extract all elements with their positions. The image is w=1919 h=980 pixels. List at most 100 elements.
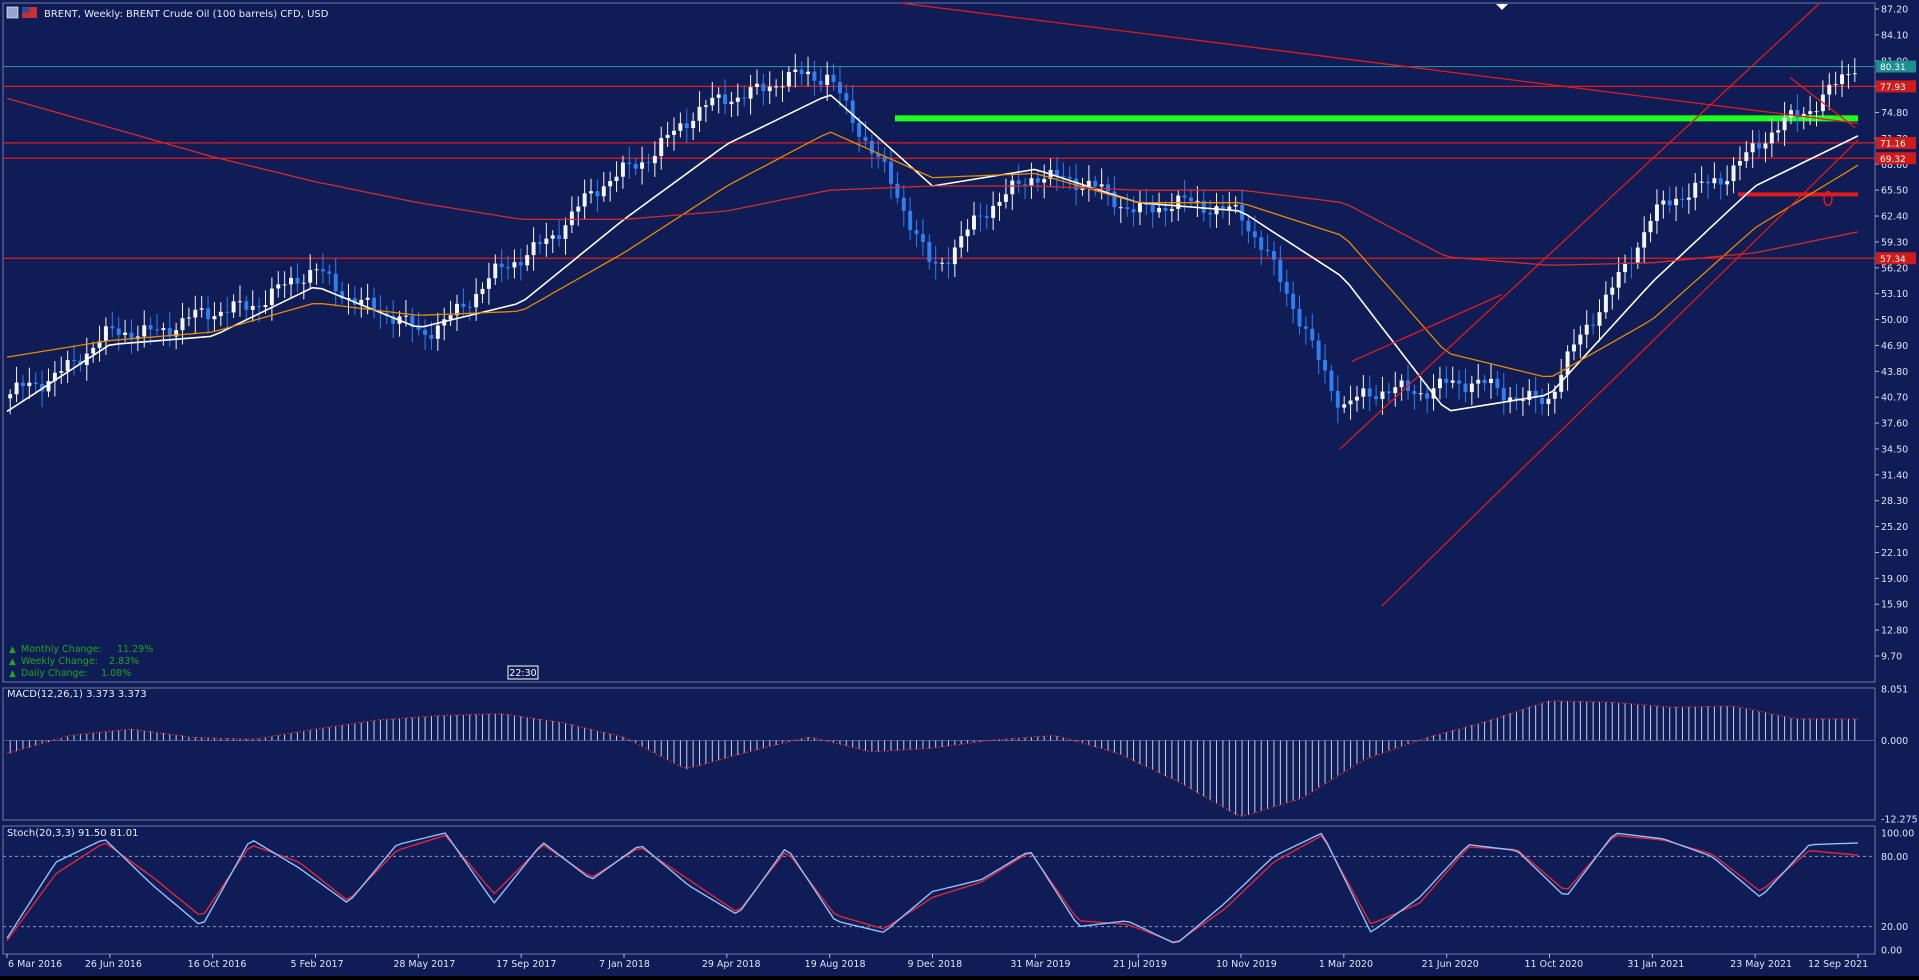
- candle-body: [1642, 232, 1647, 248]
- candle-body: [1099, 184, 1104, 187]
- candle-body: [754, 83, 759, 88]
- candle-body: [1393, 387, 1398, 394]
- candle-body: [952, 247, 957, 265]
- candle-body: [1220, 206, 1225, 210]
- candle-body: [206, 308, 211, 320]
- candle-body: [59, 371, 64, 373]
- candle-body: [359, 299, 364, 305]
- candle-body: [889, 161, 893, 184]
- candle-body: [946, 262, 951, 265]
- candle-body: [525, 255, 530, 266]
- price-tick-label: 53.10: [1881, 289, 1908, 300]
- trendlines[interactable]: [900, 2, 1859, 607]
- candle-body: [812, 71, 817, 81]
- candle-body: [1648, 220, 1653, 233]
- candle-body: [1763, 143, 1768, 149]
- candle-body: [1661, 200, 1666, 205]
- candle-body: [103, 326, 108, 342]
- candle-body: [991, 205, 996, 218]
- candle-body: [1310, 328, 1315, 341]
- price-tick-label: 15.90: [1881, 600, 1908, 611]
- candle-body: [1284, 282, 1289, 294]
- monthly-change-label: Monthly Change:: [21, 644, 102, 655]
- candle-body: [1667, 200, 1672, 206]
- candle-body: [244, 301, 249, 310]
- level-price-tag: 77.93: [1880, 83, 1906, 93]
- candle-body: [1348, 400, 1353, 405]
- candle-body: [735, 97, 740, 102]
- price-tick-label: 43.80: [1881, 367, 1908, 378]
- candle-body: [20, 382, 25, 387]
- candle-body: [225, 311, 230, 313]
- candle-body: [391, 316, 396, 324]
- candle-body: [614, 176, 619, 182]
- candle-body: [1578, 334, 1583, 345]
- candle-body: [1291, 293, 1296, 310]
- candle-body: [1750, 143, 1755, 153]
- short-descending-trendline: [1789, 76, 1856, 129]
- candle-body: [1616, 272, 1621, 288]
- price-tick-label: 40.70: [1881, 393, 1908, 404]
- candle-body: [761, 83, 766, 92]
- candle-body: [1297, 309, 1302, 327]
- price-tick-label: 12.80: [1881, 626, 1908, 637]
- candle-body: [1552, 391, 1557, 399]
- candle-body: [231, 301, 236, 313]
- candle-body: [212, 316, 217, 320]
- candle-body: [186, 317, 191, 319]
- candle-body: [1093, 180, 1098, 187]
- price-tick-label: 31.40: [1881, 470, 1908, 481]
- candle-body: [1565, 351, 1570, 375]
- date-tick-label: 17 Sep 2017: [496, 959, 556, 970]
- macd-label: MACD(12,26,1) 3.373 3.373: [7, 689, 147, 700]
- candle-body: [193, 309, 198, 318]
- candle-body: [1118, 207, 1123, 209]
- candle-body: [1418, 393, 1423, 395]
- candle-body: [1514, 397, 1519, 401]
- candle-body: [333, 273, 338, 292]
- candle-body: [774, 86, 779, 88]
- price-tick-label: 28.30: [1881, 496, 1908, 507]
- candle-body: [1731, 165, 1736, 182]
- change-stats: ▲ Monthly Change: 11.29% ▲ Weekly Change…: [9, 644, 153, 679]
- price-tags: 80.31 77.93 71.16 69.32 57.34: [1876, 60, 1916, 265]
- stoch-axis-label: 80.00: [1881, 852, 1908, 863]
- candle-body: [14, 382, 19, 395]
- candle-body: [1571, 344, 1576, 352]
- candle-body: [320, 269, 325, 272]
- stoch-axis-label: 100.00: [1881, 829, 1914, 840]
- candle-body: [640, 162, 645, 169]
- flag-icon-canton: [22, 7, 29, 13]
- shift-marker-icon[interactable]: [1496, 4, 1508, 10]
- candle-body: [895, 183, 900, 198]
- date-tick-label: 11 Oct 2020: [1525, 959, 1584, 970]
- candle-body: [493, 263, 498, 279]
- date-tick-label: 12 Sep 2021: [1808, 959, 1868, 970]
- support-zone[interactable]: [895, 115, 1858, 207]
- stoch-panel-border: [2, 825, 1876, 955]
- candle-body: [850, 100, 855, 123]
- candle-body: [1737, 161, 1742, 166]
- chart-window-icon[interactable]: [6, 6, 19, 19]
- candle-body: [1712, 178, 1717, 184]
- candle-body: [276, 284, 281, 289]
- time-marker[interactable]: 22:30: [507, 665, 539, 680]
- candle-body: [620, 162, 625, 177]
- candle-body: [1680, 198, 1685, 200]
- price-tick-label: 50.00: [1881, 315, 1908, 326]
- candle-body: [959, 236, 964, 248]
- candle-body: [1106, 184, 1111, 192]
- candle-body: [595, 191, 600, 197]
- candle-body: [1437, 378, 1442, 389]
- price-tick-label: 34.50: [1881, 444, 1908, 455]
- candle-body: [927, 241, 932, 262]
- candle-body: [423, 329, 428, 335]
- candle-body: [148, 325, 153, 330]
- candle-body: [786, 71, 791, 87]
- macd-axis-label: 0.000: [1881, 736, 1908, 747]
- candle-body: [1042, 178, 1047, 183]
- candle-body: [1827, 84, 1832, 95]
- candle-body: [174, 330, 179, 337]
